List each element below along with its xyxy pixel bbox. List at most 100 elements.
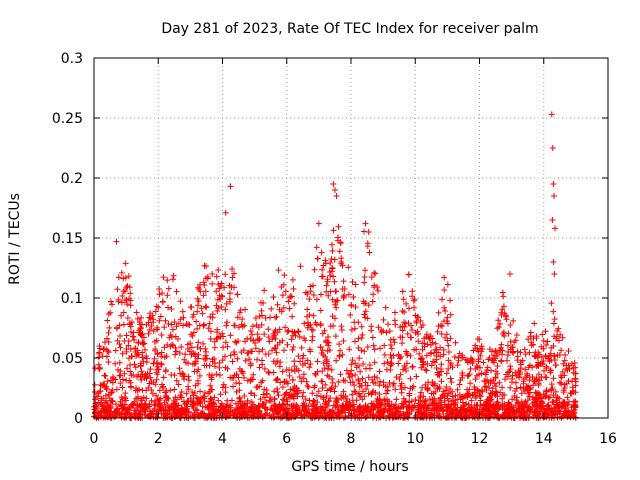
data-point bbox=[388, 401, 395, 408]
data-point bbox=[114, 337, 121, 344]
data-point bbox=[349, 357, 356, 364]
data-point bbox=[401, 384, 408, 391]
data-point bbox=[411, 346, 418, 353]
data-point bbox=[352, 388, 359, 395]
data-point bbox=[202, 303, 209, 310]
data-point bbox=[421, 411, 428, 418]
data-point bbox=[330, 273, 337, 280]
data-point bbox=[187, 303, 194, 310]
data-point bbox=[398, 353, 405, 360]
data-point bbox=[109, 301, 116, 308]
data-point bbox=[248, 406, 255, 413]
data-point bbox=[486, 410, 493, 417]
data-point bbox=[105, 349, 112, 356]
data-point bbox=[472, 342, 479, 349]
data-point bbox=[522, 366, 529, 373]
data-point bbox=[304, 291, 311, 298]
data-point bbox=[281, 272, 288, 279]
data-point bbox=[197, 388, 204, 395]
data-point bbox=[113, 386, 120, 393]
data-point bbox=[282, 390, 289, 397]
data-point bbox=[441, 304, 448, 311]
data-point bbox=[259, 346, 266, 353]
data-point bbox=[336, 411, 343, 418]
data-point bbox=[529, 373, 536, 380]
tick-marks: 0 2 4 6 8 10 12 14 16 0 0.05 0.1 0.15 0.2 0.25 0.3 bbox=[52, 51, 617, 447]
data-point bbox=[520, 378, 527, 385]
data-point bbox=[413, 318, 420, 325]
data-point bbox=[407, 352, 414, 359]
data-point bbox=[430, 382, 437, 389]
data-point bbox=[288, 293, 295, 300]
data-point bbox=[273, 313, 280, 320]
data-point bbox=[306, 364, 313, 371]
data-point bbox=[286, 305, 293, 312]
data-point bbox=[283, 389, 290, 396]
data-point bbox=[370, 291, 377, 298]
data-point bbox=[142, 404, 149, 411]
data-point bbox=[539, 361, 546, 368]
data-point bbox=[122, 260, 129, 267]
data-point bbox=[339, 410, 346, 417]
data-point bbox=[358, 335, 365, 342]
data-point bbox=[397, 382, 404, 389]
data-point bbox=[437, 353, 444, 360]
data-point bbox=[341, 285, 348, 292]
data-point bbox=[199, 410, 206, 417]
data-point bbox=[131, 336, 138, 343]
data-point bbox=[371, 373, 378, 380]
data-point bbox=[230, 270, 237, 277]
data-point bbox=[499, 351, 506, 358]
data-point bbox=[326, 268, 333, 275]
data-point bbox=[189, 314, 196, 321]
data-point bbox=[194, 377, 201, 384]
data-point bbox=[272, 327, 279, 334]
data-point bbox=[357, 393, 364, 400]
data-point bbox=[250, 337, 257, 344]
data-point bbox=[327, 288, 334, 295]
data-point bbox=[452, 339, 459, 346]
data-point bbox=[433, 402, 440, 409]
data-point bbox=[211, 338, 218, 345]
data-point bbox=[495, 414, 502, 421]
data-point bbox=[194, 400, 201, 407]
data-point bbox=[296, 333, 303, 340]
data-point bbox=[448, 410, 455, 417]
data-point bbox=[441, 393, 448, 400]
data-point bbox=[328, 241, 335, 248]
data-point bbox=[424, 387, 431, 394]
data-point bbox=[409, 327, 416, 334]
data-point bbox=[465, 401, 472, 408]
data-point bbox=[400, 400, 407, 407]
data-point bbox=[399, 307, 406, 314]
data-point bbox=[157, 395, 164, 402]
data-point bbox=[536, 377, 543, 384]
data-point bbox=[526, 362, 533, 369]
data-point bbox=[148, 322, 155, 329]
data-point bbox=[194, 295, 201, 302]
data-point bbox=[359, 331, 366, 338]
data-point bbox=[261, 394, 268, 401]
data-point bbox=[397, 371, 404, 378]
data-point bbox=[506, 407, 513, 414]
data-point bbox=[211, 394, 218, 401]
data-point bbox=[121, 337, 128, 344]
data-point bbox=[140, 340, 147, 347]
data-point bbox=[148, 397, 155, 404]
data-point bbox=[235, 324, 242, 331]
data-point bbox=[153, 392, 160, 399]
data-point bbox=[391, 339, 398, 346]
x-tick-label: 14 bbox=[535, 431, 553, 447]
data-point bbox=[244, 377, 251, 384]
data-point bbox=[488, 396, 495, 403]
data-point bbox=[500, 329, 507, 336]
data-point bbox=[332, 333, 339, 340]
data-point bbox=[325, 402, 332, 409]
data-point bbox=[527, 333, 534, 340]
data-point bbox=[154, 396, 161, 403]
data-point bbox=[177, 298, 184, 305]
data-point bbox=[472, 386, 479, 393]
data-point bbox=[96, 364, 103, 371]
data-point bbox=[278, 404, 285, 411]
data-point bbox=[406, 305, 413, 312]
